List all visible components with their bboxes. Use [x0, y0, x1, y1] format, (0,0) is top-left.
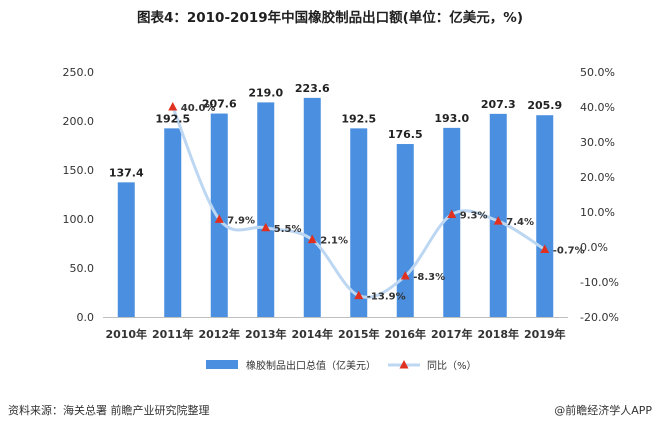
yoy-marker	[307, 234, 317, 244]
chart-title: 图表4：2010-2019年中国橡胶制品出口额(单位：亿美元，%)	[136, 10, 523, 26]
bar	[536, 115, 554, 317]
bar-value-label: 176.5	[388, 128, 423, 141]
y-right-tick-label: 50.0%	[580, 66, 615, 79]
legend-line-marker	[399, 360, 409, 369]
x-tick-label: 2013年	[245, 327, 287, 341]
bar	[443, 127, 461, 317]
yoy-marker	[168, 102, 178, 111]
y-right-tick-label: 20.0%	[580, 171, 615, 184]
bar-value-label: 137.4	[109, 166, 144, 179]
chart-canvas: 0.0 50.0 100.0 150.0 200.0 250.0 -20.0% -10.0% 0…	[63, 66, 619, 372]
y-right-tick-label: -20.0%	[580, 311, 619, 324]
y-right-tick-label: 30.0%	[580, 136, 615, 149]
yoy-value-label: 40.0%	[181, 103, 216, 114]
x-tick-label: 2011年	[152, 327, 194, 341]
source-note: 资料来源：海关总署 前瞻产业研究院整理	[8, 404, 210, 417]
legend-bar-label: 橡胶制品出口总值（亿美元）	[246, 359, 376, 372]
y-left-tick-label: 100.0	[63, 213, 95, 226]
y-left-tick-label: 150.0	[63, 164, 95, 177]
bar	[303, 97, 321, 317]
x-tick-label: 2017年	[431, 327, 473, 341]
yoy-value-label: -8.3%	[413, 272, 445, 283]
yoy-marker	[447, 209, 457, 218]
bar-value-label: 193.0	[434, 112, 469, 125]
bar	[350, 128, 368, 317]
yoy-marker	[354, 290, 364, 300]
bar-value-label: 192.5	[341, 112, 376, 125]
yoy-value-label: 7.4%	[506, 217, 534, 228]
yoy-value-label: 9.3%	[460, 210, 488, 221]
bar-value-label: 207.6	[202, 98, 237, 111]
x-tick-label: 2010年	[105, 327, 147, 341]
x-tick-label: 2019年	[524, 327, 566, 341]
x-tick-label: 2018年	[477, 327, 519, 341]
brand-credit: @前瞻经济学人APP	[554, 404, 652, 417]
yoy-value-label: 2.1%	[320, 236, 348, 247]
bar-value-label: 192.5	[155, 112, 190, 125]
yoy-marker	[540, 244, 550, 253]
y-right-tick-label: 40.0%	[580, 101, 615, 114]
yoy-value-label: 5.5%	[274, 224, 302, 235]
bar	[257, 102, 275, 317]
yoy-value-label: 7.9%	[227, 215, 255, 226]
y-left-tick-label: 50.0	[70, 262, 95, 275]
y-right-tick-label: 0.0%	[580, 241, 608, 254]
bar-value-label: 205.9	[527, 99, 562, 112]
yoy-marker	[493, 216, 503, 225]
x-tick-label: 2014年	[291, 327, 333, 341]
bar	[489, 113, 507, 317]
legend-bar-swatch	[206, 360, 238, 369]
yoy-marker	[400, 271, 410, 280]
y-left-tick-label: 250.0	[63, 66, 95, 79]
bar-value-label: 223.6	[295, 82, 330, 95]
bar	[164, 128, 182, 317]
bar-value-label: 219.0	[248, 86, 283, 99]
yoy-value-label: -0.7%	[553, 245, 585, 256]
yoy-value-label: -13.9%	[367, 292, 406, 303]
x-tick-label: 2016年	[384, 327, 426, 341]
y-left-tick-label: 0.0	[77, 311, 95, 324]
bar	[117, 182, 135, 317]
bar-value-label: 207.3	[481, 98, 516, 111]
legend-line-label: 同比（%）	[427, 360, 477, 372]
y-right-tick-label: 10.0%	[580, 206, 615, 219]
x-tick-label: 2015年	[338, 327, 380, 341]
x-tick-label: 2012年	[198, 327, 240, 341]
yoy-marker	[214, 214, 224, 223]
yoy-marker	[261, 222, 271, 232]
y-left-tick-label: 200.0	[63, 115, 95, 128]
y-right-tick-label: -10.0%	[580, 276, 619, 289]
